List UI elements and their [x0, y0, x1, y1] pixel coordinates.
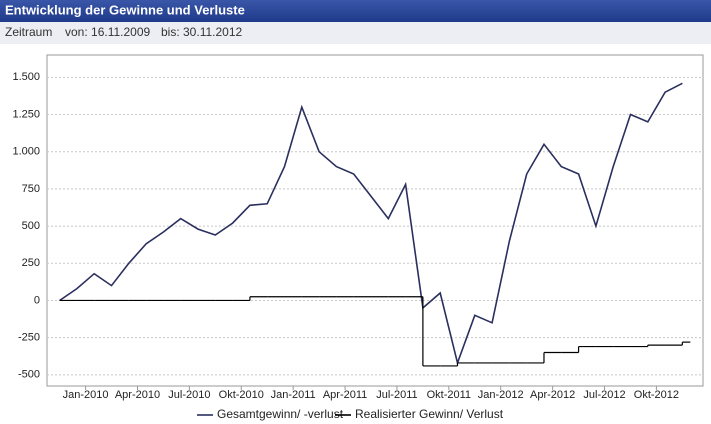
- x-tick-label: Jan-2010: [63, 389, 109, 401]
- x-tick-label: Okt-2011: [427, 389, 471, 401]
- series-line: [59, 82, 683, 366]
- x-tick-label: Jan-2011: [271, 389, 316, 401]
- y-tick-label: -250: [18, 332, 40, 344]
- y-tick-label: 250: [22, 257, 40, 269]
- plot-frame: [46, 54, 704, 387]
- x-tick-label: Jul-2012: [583, 389, 625, 401]
- period-label: Zeitraum: [5, 25, 52, 39]
- x-tick-label: Apr-2010: [115, 389, 160, 401]
- x-tick-label: Jul-2010: [168, 389, 210, 401]
- x-tick-label: Jan-2012: [478, 389, 524, 401]
- x-tick-label: Jul-2011: [376, 389, 417, 401]
- x-tick-label: Okt-2012: [634, 389, 679, 401]
- y-tick-label: 1.000: [12, 146, 40, 158]
- y-tick-label: 500: [22, 220, 40, 232]
- period-bar: [0, 22, 711, 44]
- y-tick-label: 1.250: [12, 108, 40, 120]
- x-tick-label: Okt-2010: [219, 389, 264, 401]
- period-from: von: 16.11.2009: [65, 25, 151, 39]
- x-tick-label: Apr-2012: [530, 389, 575, 401]
- y-tick-label: 1.500: [12, 71, 40, 83]
- period-to: bis: 30.11.2012: [161, 25, 243, 39]
- x-tick-label: Apr-2011: [323, 389, 367, 401]
- chart-title: Entwicklung der Gewinne und Verluste: [5, 2, 245, 17]
- y-tick-label: 750: [22, 183, 40, 195]
- y-tick-label: 0: [34, 294, 40, 306]
- legend-label: Realisierter Gewinn/ Verlust: [355, 407, 504, 421]
- y-tick-label: -500: [18, 369, 40, 381]
- header-bar: [0, 0, 711, 22]
- legend-label: Gesamtgewinn/ -verlust: [217, 407, 344, 421]
